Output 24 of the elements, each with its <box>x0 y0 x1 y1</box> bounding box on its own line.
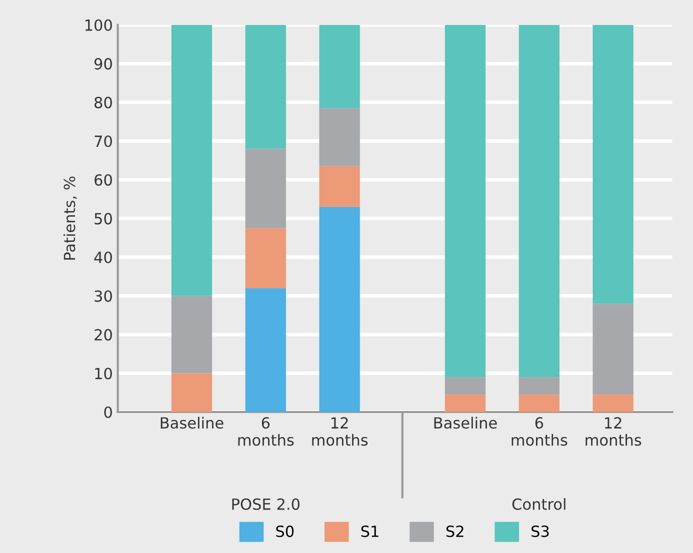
x-tick-label: Baseline <box>434 416 497 429</box>
y-tick-label: 40 <box>94 252 112 264</box>
y-tick-label: 60 <box>94 174 112 186</box>
y-tick-label: 50 <box>94 212 112 224</box>
y-tick-label: 20 <box>94 329 112 341</box>
text: POSE 2.0 <box>232 498 300 510</box>
y-tick-label: 30 <box>94 290 112 302</box>
y-axis-title: Patients, % <box>63 176 77 260</box>
y-tick-label: 100 <box>85 19 112 31</box>
x-tick-label: Baseline <box>160 416 224 429</box>
x-tick-label: 6 months <box>238 417 294 446</box>
text: Control <box>512 498 566 510</box>
x-tick-label: 6 months <box>512 417 568 446</box>
x-tick-label: 12 months <box>586 417 642 446</box>
legend-label: S2 <box>446 526 464 538</box>
legend-label: S3 <box>532 526 549 538</box>
y-tick-label: 70 <box>94 135 112 148</box>
y-tick-label: 90 <box>94 58 112 70</box>
y-tick-label: 80 <box>94 96 112 108</box>
x-tick-label: 12 months <box>312 417 368 446</box>
legend-label: S1 <box>361 526 378 538</box>
legend-label: S0 <box>276 526 294 538</box>
y-tick-label: 10 <box>95 368 112 380</box>
y-tick-label: 0 <box>104 406 112 418</box>
